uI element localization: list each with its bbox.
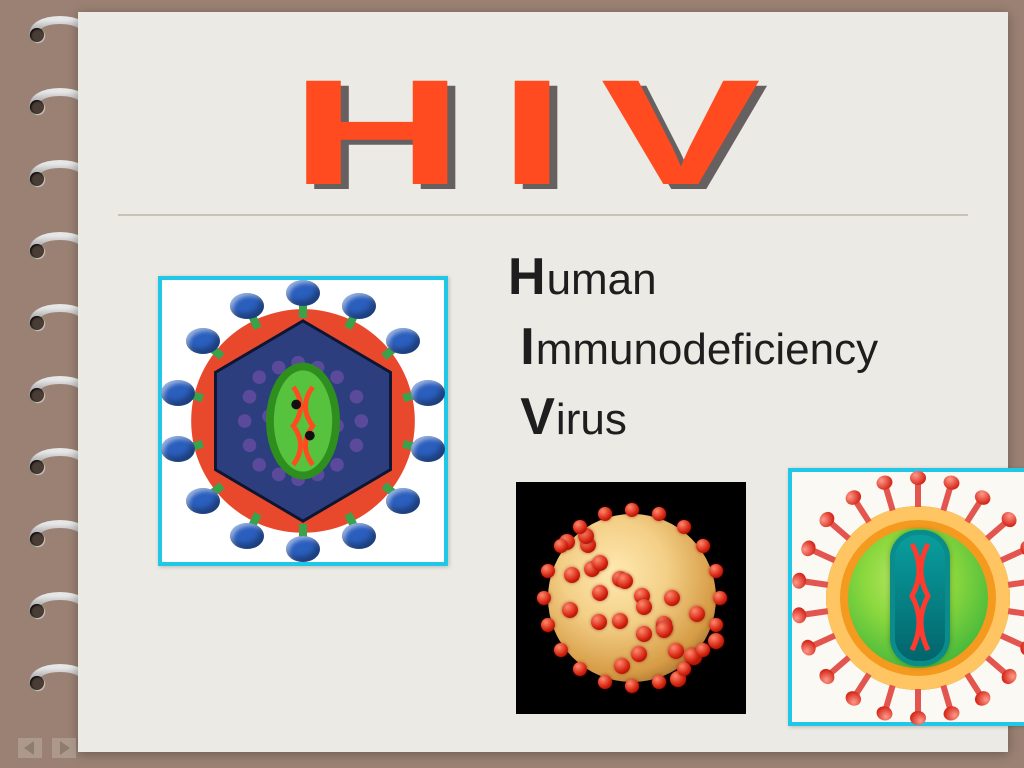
rest-h: uman (547, 255, 657, 304)
prev-slide-button[interactable] (18, 738, 42, 758)
cap-h: H (508, 248, 547, 306)
acronym-expansion: Human Immunodeficiency Virus (508, 242, 878, 453)
cap-i: I (520, 318, 535, 376)
cap-v: V (520, 388, 556, 446)
virus-3-core (890, 530, 950, 666)
horizontal-rule (118, 214, 968, 216)
next-slide-button[interactable] (52, 738, 76, 758)
rest-i: mmunodeficiency (536, 325, 878, 374)
expansion-line-3: Virus (508, 382, 878, 452)
virus-1-svg (162, 280, 444, 562)
rest-v: irus (556, 395, 627, 444)
slide-title: HIV (290, 46, 796, 219)
virus-diagram-1 (158, 276, 448, 566)
title-container: HIV (78, 46, 1008, 219)
virus-diagram-3 (788, 468, 1024, 726)
virus-diagram-2 (516, 482, 746, 714)
slide-page: HIV Human Immunodeficiency Virus (78, 12, 1008, 752)
expansion-line-2: Immunodeficiency (508, 312, 878, 382)
slide-nav (18, 738, 76, 758)
expansion-line-1: Human (508, 242, 878, 312)
